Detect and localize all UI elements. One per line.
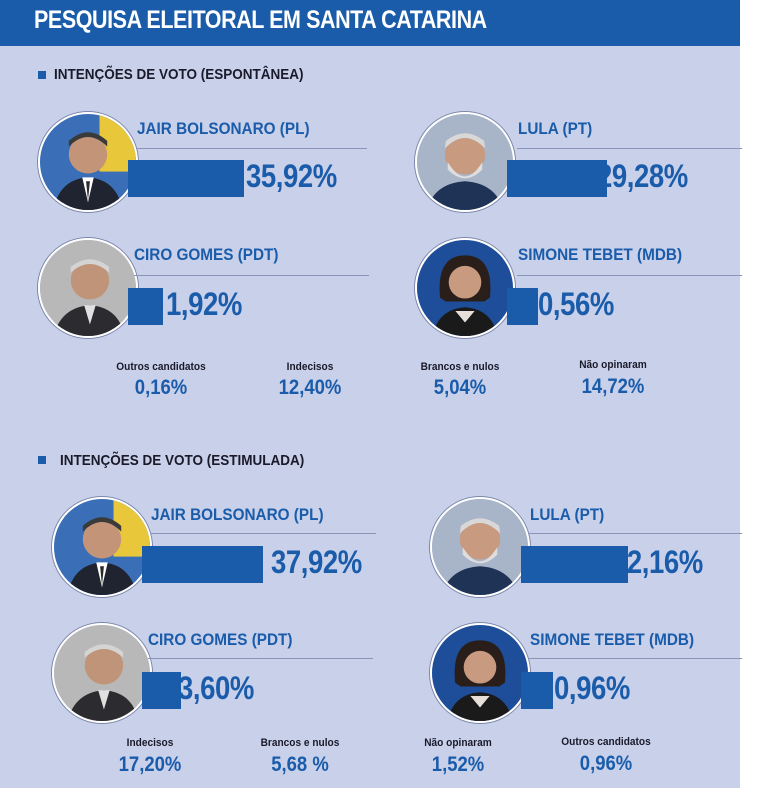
bar-bolsonaro-1	[128, 160, 245, 197]
candidate-rule-ciro-1	[134, 275, 369, 276]
other-label-1-3: Não opinaram	[579, 359, 647, 371]
other-label-2-2: Não opinaram	[424, 737, 492, 749]
candidate-photo-tebet-2	[430, 623, 530, 723]
candidate-photo-bolsonaro-1	[38, 112, 138, 212]
bar-tebet-1	[507, 288, 539, 325]
candidate-rule-bolsonaro-2	[151, 533, 376, 534]
candidate-photo-bolsonaro-2	[52, 497, 152, 597]
candidate-rule-lula-2	[529, 533, 742, 534]
other-value-1-3: 14,72%	[581, 375, 645, 398]
candidate-photo-ciro-1	[38, 238, 138, 338]
other-label-2-3: Outros candidatos	[561, 736, 651, 748]
candidate-photo-lula-2	[430, 497, 530, 597]
other-label-1-2: Brancos e nulos	[420, 361, 500, 373]
other-value-1-2: 5,04%	[433, 376, 487, 399]
other-label-2-0: Indecisos	[126, 737, 174, 749]
candidate-name-lula-2: LULA (PT)	[530, 505, 605, 524]
section-bullet-espontanea	[38, 71, 46, 79]
candidate-name-tebet-2: SIMONE TEBET (MDB)	[530, 630, 695, 649]
candidate-photo-lula-1	[415, 112, 515, 212]
page-title: PESQUISA ELEITORAL EM SANTA CATARINA	[34, 6, 487, 34]
other-value-2-2: 1,52%	[431, 753, 485, 776]
candidate-name-bolsonaro-1: JAIR BOLSONARO (PL)	[137, 119, 310, 138]
section-bullet-estimulada	[38, 456, 46, 464]
bar-ciro-2	[142, 672, 181, 709]
bar-tebet-2	[521, 672, 554, 709]
candidate-rule-bolsonaro-1	[137, 148, 367, 149]
value-label-bolsonaro-2: 37,92%	[271, 544, 362, 580]
candidate-name-ciro-1: CIRO GOMES (PDT)	[134, 245, 279, 264]
bar-lula-2	[521, 546, 629, 583]
value-label-tebet-2: 0,96%	[554, 670, 630, 706]
candidate-name-tebet-1: SIMONE TEBET (MDB)	[518, 245, 683, 264]
value-label-bolsonaro-1: 35,92%	[246, 158, 337, 194]
value-label-ciro-1: 1,92%	[166, 286, 242, 322]
section-title-espontanea: INTENÇÕES DE VOTO (ESPONTÂNEA)	[54, 66, 304, 83]
value-label-lula-1: 29,28%	[597, 158, 688, 194]
candidate-name-bolsonaro-2: JAIR BOLSONARO (PL)	[151, 505, 324, 524]
other-value-2-3: 0,96%	[579, 752, 633, 775]
other-value-2-1: 5,68 %	[271, 753, 329, 776]
other-value-1-0: 0,16%	[134, 376, 188, 399]
bar-lula-1	[507, 160, 608, 197]
bar-ciro-1	[128, 288, 163, 325]
candidate-name-lula-1: LULA (PT)	[518, 119, 593, 138]
value-label-ciro-2: 3,60%	[178, 670, 254, 706]
candidate-rule-tebet-2	[529, 658, 742, 659]
other-value-2-0: 17,20%	[118, 753, 182, 776]
value-label-lula-2: 32,16%	[612, 544, 703, 580]
section-title-estimulada: INTENÇÕES DE VOTO (ESTIMULADA)	[60, 452, 305, 469]
candidate-photo-tebet-1	[415, 238, 515, 338]
candidate-rule-lula-1	[517, 148, 742, 149]
candidate-name-ciro-2: CIRO GOMES (PDT)	[148, 630, 293, 649]
other-label-1-1: Indecisos	[286, 361, 334, 373]
header-bar: PESQUISA ELEITORAL EM SANTA CATARINA	[0, 0, 740, 46]
value-label-tebet-1: 0,56%	[538, 286, 614, 322]
candidate-photo-ciro-2	[52, 623, 152, 723]
bar-bolsonaro-2	[142, 546, 263, 583]
candidate-rule-ciro-2	[148, 658, 373, 659]
other-label-2-1: Brancos e nulos	[260, 737, 340, 749]
other-value-1-1: 12,40%	[278, 376, 342, 399]
candidate-rule-tebet-1	[517, 275, 742, 276]
other-label-1-0: Outros candidatos	[116, 361, 206, 373]
